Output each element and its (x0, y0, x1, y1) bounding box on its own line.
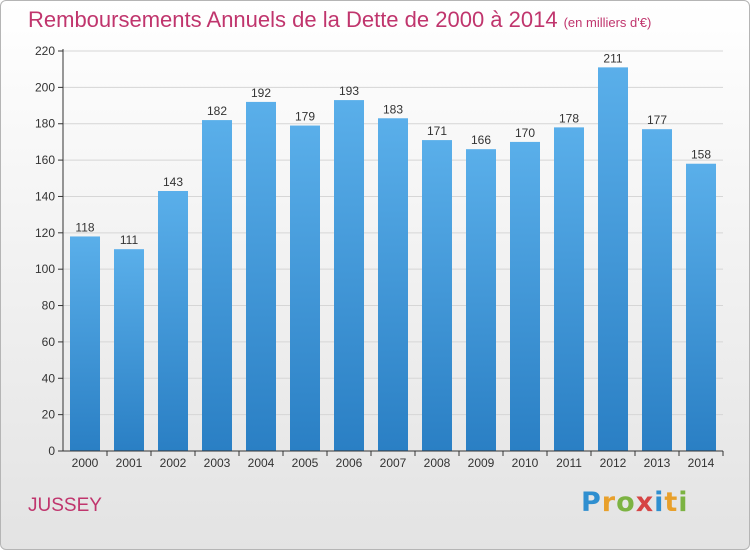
x-tick-label: 2000 (72, 456, 99, 470)
data-label: 179 (295, 110, 315, 124)
title-text: Remboursements Annuels de la Dette de 20… (28, 7, 558, 32)
x-tick-label: 2010 (512, 456, 539, 470)
data-label: 111 (120, 233, 139, 247)
city-name: JUSSEY (28, 495, 102, 516)
proxiti-logo: Proxiti (581, 487, 689, 518)
data-label: 118 (75, 220, 94, 234)
bar (70, 236, 100, 451)
data-label: 178 (559, 111, 579, 125)
x-tick-label: 2014 (688, 456, 715, 470)
unit-note: (en milliers d'€) (563, 15, 652, 30)
data-label: 171 (427, 124, 447, 138)
bar (510, 141, 540, 451)
data-label: 192 (251, 86, 271, 100)
logo-letter: t (664, 487, 679, 518)
bar (378, 118, 408, 451)
data-label: 177 (647, 113, 667, 127)
bar (466, 149, 496, 451)
data-label: 182 (207, 104, 227, 118)
x-tick-label: 2001 (116, 456, 143, 470)
logo-letter: i (678, 487, 689, 518)
x-tick-label: 2009 (468, 456, 495, 470)
data-label: 183 (383, 102, 403, 116)
bar (422, 140, 452, 451)
x-tick-label: 2003 (204, 456, 231, 470)
y-tick-label: 120 (35, 226, 55, 240)
bar (246, 101, 276, 451)
bar (554, 127, 584, 451)
bar (158, 191, 188, 451)
logo-letter: P (581, 487, 602, 518)
bar (114, 249, 144, 451)
x-tick-label: 2005 (292, 456, 319, 470)
bars (70, 67, 716, 451)
x-tick-label: 2007 (380, 456, 407, 470)
data-labels: 118 111 143 182 192 179 193 183 171 166 170 178 211 1… (75, 51, 711, 247)
x-tick-label: 2008 (424, 456, 451, 470)
logo-letter: o (616, 487, 636, 518)
logo-letter: x (635, 487, 655, 518)
data-label: 166 (471, 133, 491, 147)
x-tick-label: 2011 (556, 456, 582, 470)
y-tick-label: 200 (35, 80, 55, 94)
chart-title: Remboursements Annuels de la Dette de 20… (28, 7, 651, 33)
bar (202, 120, 232, 451)
bar (642, 129, 672, 451)
logo-letter: r (601, 487, 617, 518)
y-tick-label: 220 (35, 44, 55, 58)
y-tick-label: 40 (42, 371, 56, 385)
y-tick-label: 140 (35, 189, 55, 203)
axes: 0 20 40 60 80 100 120 140 160 180 200 220 2000 2001 20… (35, 44, 724, 470)
data-label: 193 (339, 84, 359, 98)
bar (290, 125, 320, 451)
bar (686, 163, 716, 451)
data-label: 170 (515, 126, 535, 140)
data-label: 158 (691, 148, 711, 162)
y-tick-label: 80 (42, 299, 56, 313)
x-tick-label: 2013 (644, 456, 671, 470)
data-label: 211 (603, 51, 622, 65)
logo-letter: i (654, 487, 665, 518)
y-tick-label: 20 (42, 408, 56, 422)
y-tick-label: 160 (35, 153, 55, 167)
bar (598, 67, 628, 451)
x-tick-label: 2004 (248, 456, 275, 470)
bar (334, 100, 364, 451)
y-tick-label: 0 (48, 444, 55, 458)
y-tick-label: 180 (35, 117, 55, 131)
data-label: 143 (163, 175, 183, 189)
y-tick-label: 100 (35, 262, 55, 276)
x-tick-label: 2002 (160, 456, 187, 470)
x-tick-label: 2012 (600, 456, 627, 470)
x-tick-label: 2006 (336, 456, 363, 470)
y-tick-label: 60 (42, 335, 56, 349)
